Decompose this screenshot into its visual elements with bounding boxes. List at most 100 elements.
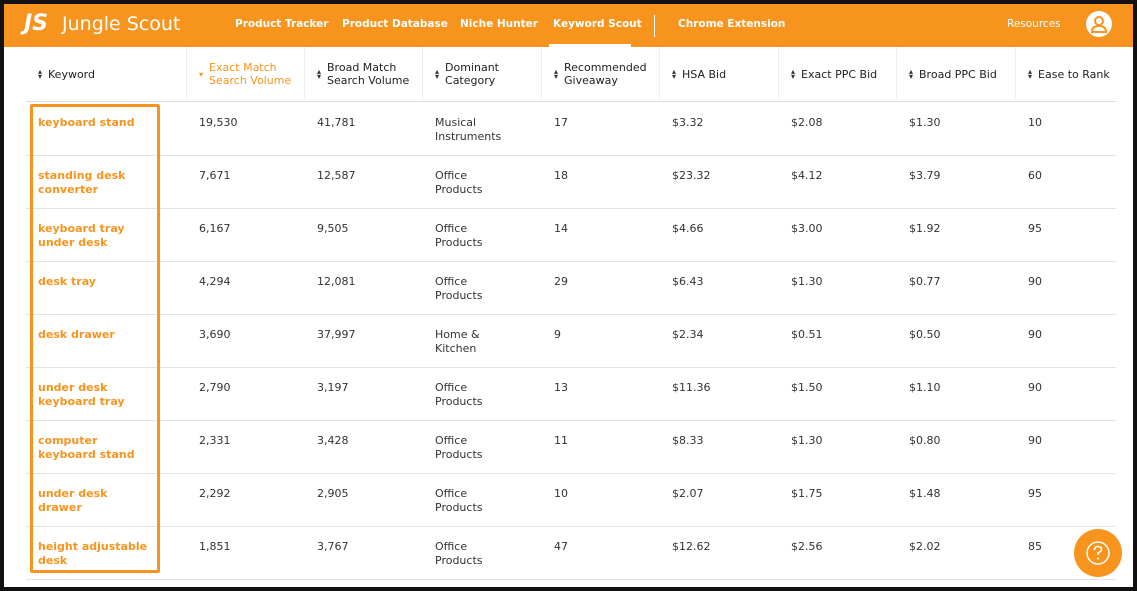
table-cell: 9,505 bbox=[317, 222, 349, 235]
logo-mark[interactable]: JS bbox=[24, 11, 49, 36]
table-cell: 12,081 bbox=[317, 275, 356, 288]
table-cell: $0.51 bbox=[791, 328, 823, 341]
keyword-link[interactable]: keyboard tray under desk bbox=[38, 222, 125, 249]
table-cell: 85 bbox=[1028, 540, 1042, 553]
header-label: Broad PPC Bid bbox=[919, 67, 997, 81]
header-label: Ease to Rank bbox=[1038, 67, 1110, 81]
column-header[interactable]: ▾ Exact Match Search Volume bbox=[187, 47, 305, 102]
column-header[interactable]: ▴ ▾ Ease to Rank bbox=[1016, 47, 1116, 102]
keyword-link[interactable]: height adjustable desk bbox=[38, 540, 148, 567]
top-nav: JS Jungle Scout Product Tracker Product … bbox=[4, 4, 1133, 47]
nav-item-active[interactable]: Keyword Scout bbox=[553, 18, 642, 30]
keyword-link[interactable]: desk drawer bbox=[38, 328, 115, 341]
table-cell: Office Products bbox=[435, 540, 483, 567]
table-cell: 60 bbox=[1028, 169, 1042, 182]
column-header[interactable]: ▴ ▾ Broad Match Search Volume bbox=[305, 47, 423, 102]
keyword-link[interactable]: computer keyboard stand bbox=[38, 434, 135, 461]
table-row: height adjustable desk 1,851 3,767 Office P… bbox=[26, 527, 1116, 580]
sort-icon: ▴ ▾ bbox=[791, 67, 796, 81]
nav-resources[interactable]: Resources bbox=[1007, 18, 1061, 30]
table-cell: 6,167 bbox=[199, 222, 231, 235]
header-label: Keyword bbox=[48, 67, 95, 81]
table-cell: 12,587 bbox=[317, 169, 356, 182]
nav-divider bbox=[654, 15, 655, 37]
table-cell: $1.30 bbox=[791, 275, 823, 288]
table-cell: 11 bbox=[554, 434, 568, 447]
keyword-table: ▴ ▾ Keyword ▾ Exact Match Search Volume ▴ ▾ Bro… bbox=[26, 47, 1116, 587]
table-row: desk drawer 3,690 37,997 Home & Kitchen 9 $2.… bbox=[26, 315, 1116, 368]
table-cell: 4,294 bbox=[199, 275, 231, 288]
table-cell: 9 bbox=[554, 328, 561, 341]
table-cell: 2,790 bbox=[199, 381, 231, 394]
active-underline bbox=[549, 44, 631, 47]
nav-item[interactable]: Niche Hunter bbox=[460, 18, 538, 30]
nav-item[interactable]: Product Tracker bbox=[235, 18, 329, 30]
table-cell: 90 bbox=[1028, 434, 1042, 447]
table-cell: 3,690 bbox=[199, 328, 231, 341]
table-cell: $6.43 bbox=[672, 275, 704, 288]
avatar[interactable] bbox=[1085, 10, 1113, 38]
table-cell: $4.66 bbox=[672, 222, 704, 235]
table-cell: 95 bbox=[1028, 487, 1042, 500]
header-label: Recommended Giveaway bbox=[564, 61, 647, 87]
table-cell: 90 bbox=[1028, 381, 1042, 394]
table-row: standing desk converter 7,671 12,587 Office… bbox=[26, 156, 1116, 209]
table-cell: $1.48 bbox=[909, 487, 941, 500]
table-cell: Office Products bbox=[435, 487, 483, 514]
table-cell: Home & Kitchen bbox=[435, 328, 480, 355]
table-cell: 1,851 bbox=[199, 540, 231, 553]
column-header[interactable]: ▴ ▾ HSA Bid bbox=[660, 47, 779, 102]
column-header[interactable]: ▴ ▾ Keyword bbox=[26, 47, 187, 102]
table-cell: 3,428 bbox=[317, 434, 349, 447]
header-label: Dominant Category bbox=[445, 61, 499, 87]
table-row: keyboard tray under desk 6,167 9,505 Office… bbox=[26, 209, 1116, 262]
table-cell: 2,292 bbox=[199, 487, 231, 500]
column-header[interactable]: ▴ ▾ Broad PPC Bid bbox=[897, 47, 1016, 102]
column-header[interactable]: ▴ ▾ Recommended Giveaway bbox=[542, 47, 660, 102]
table-cell: 95 bbox=[1028, 222, 1042, 235]
table-cell: Office Products bbox=[435, 222, 483, 249]
table-cell: 7,671 bbox=[199, 169, 231, 182]
table-cell: 2,905 bbox=[317, 487, 349, 500]
nav-item[interactable]: Product Database bbox=[342, 18, 448, 30]
table-cell: $3.79 bbox=[909, 169, 941, 182]
table-cell: 2,331 bbox=[199, 434, 231, 447]
column-header[interactable]: ▴ ▾ Exact PPC Bid bbox=[779, 47, 897, 102]
nav-item[interactable]: Chrome Extension bbox=[678, 18, 786, 30]
table-cell: $0.80 bbox=[909, 434, 941, 447]
table-cell: $3.32 bbox=[672, 116, 704, 129]
keyword-link[interactable]: under desk drawer bbox=[38, 487, 108, 514]
table-cell: $11.36 bbox=[672, 381, 711, 394]
sort-icon: ▴ ▾ bbox=[435, 67, 440, 81]
table-row: under desk keyboard tray 2,790 3,197 Office… bbox=[26, 368, 1116, 421]
keyword-link[interactable]: desk tray bbox=[38, 275, 96, 288]
table-cell: $1.92 bbox=[909, 222, 941, 235]
keyword-highlight bbox=[30, 104, 160, 573]
table-row: under desk drawer 2,292 2,905 Office Produc… bbox=[26, 474, 1116, 527]
keyword-link[interactable]: standing desk converter bbox=[38, 169, 126, 196]
table-cell: 10 bbox=[1028, 116, 1042, 129]
table-cell: $2.02 bbox=[909, 540, 941, 553]
table-cell: $12.62 bbox=[672, 540, 711, 553]
table-cell: 3,197 bbox=[317, 381, 349, 394]
column-header[interactable]: ▴ ▾ Dominant Category bbox=[423, 47, 542, 102]
table-cell: Office Products bbox=[435, 434, 483, 461]
table-cell: $23.32 bbox=[672, 169, 711, 182]
sort-icon: ▴ ▾ bbox=[1028, 67, 1033, 81]
table-cell: $0.77 bbox=[909, 275, 941, 288]
table-cell: $4.12 bbox=[791, 169, 823, 182]
table-row: desk tray 4,294 12,081 Office Products 29 $6.… bbox=[26, 262, 1116, 315]
table-cell: 14 bbox=[554, 222, 568, 235]
keyword-link[interactable]: keyboard stand bbox=[38, 116, 135, 129]
logo[interactable]: Jungle Scout bbox=[62, 13, 181, 35]
table-cell: Office Products bbox=[435, 169, 483, 196]
table-cell: $1.50 bbox=[791, 381, 823, 394]
table-cell: $1.10 bbox=[909, 381, 941, 394]
keyword-link[interactable]: under desk keyboard tray bbox=[38, 381, 125, 408]
table-cell: 29 bbox=[554, 275, 568, 288]
table-cell: $2.08 bbox=[791, 116, 823, 129]
table-cell: $3.00 bbox=[791, 222, 823, 235]
table-cell: 18 bbox=[554, 169, 568, 182]
table-cell: $8.33 bbox=[672, 434, 704, 447]
help-button[interactable] bbox=[1073, 528, 1123, 578]
